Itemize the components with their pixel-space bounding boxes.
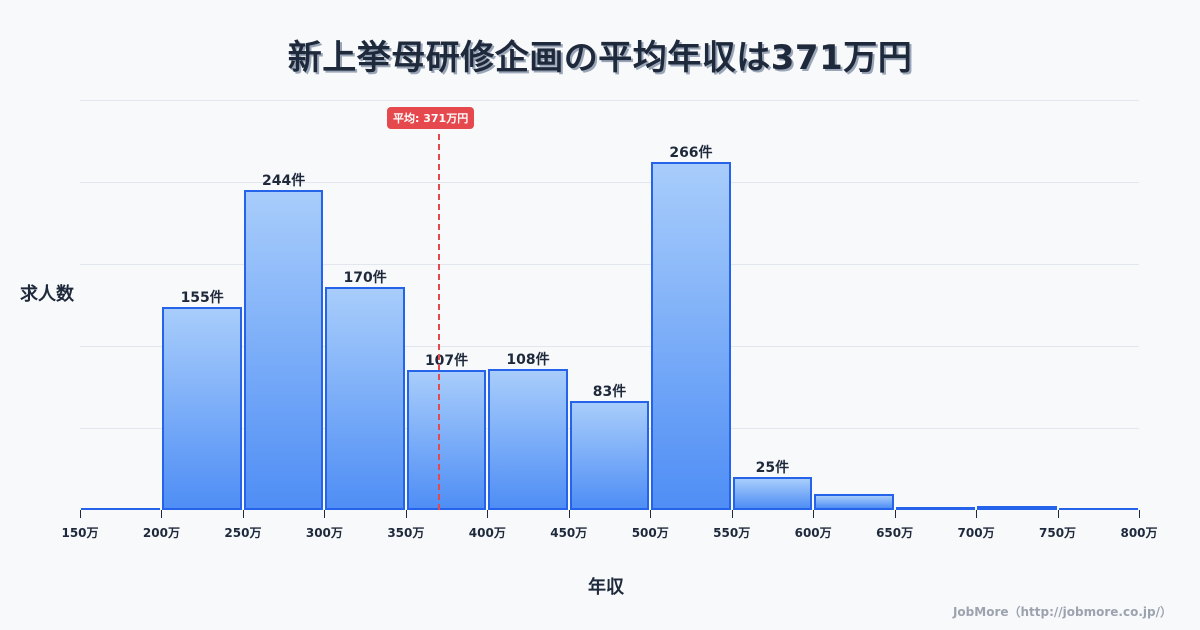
bar-value-label: 170件 <box>343 270 387 287</box>
bar-value-label: 266件 <box>669 144 713 161</box>
chart-title: 新上挙母研修企画の平均年収は371万円 <box>287 38 913 78</box>
bar-value-label: 25件 <box>755 460 790 477</box>
gridline <box>80 264 1139 265</box>
x-tick <box>976 510 978 518</box>
x-tick-label: 650万 <box>876 526 914 540</box>
plot-area: 155件 244件 170件 107件 108件 83件 266件 25件 <box>80 100 1139 510</box>
x-tick-label: 550万 <box>713 526 751 540</box>
x-tick-label: 150万 <box>61 526 99 540</box>
x-tick-label: 250万 <box>224 526 262 540</box>
histogram-bar <box>651 161 731 510</box>
histogram-bar <box>977 506 1057 510</box>
x-tick-label: 750万 <box>1039 526 1077 540</box>
x-tick <box>80 510 81 518</box>
histogram-bar <box>162 306 242 510</box>
x-tick <box>161 510 163 518</box>
credit-text: JobMore（http://jobmore.co.jp/） <box>952 605 1172 619</box>
histogram-bar <box>1058 508 1138 510</box>
x-tick <box>242 510 244 518</box>
gridline <box>80 100 1139 101</box>
histogram-bar <box>732 477 813 510</box>
x-tick <box>813 510 815 518</box>
x-tick-label: 500万 <box>631 526 669 540</box>
x-tick <box>650 510 652 518</box>
x-tick-label: 600万 <box>794 526 832 540</box>
x-tick <box>894 510 896 518</box>
gridline <box>80 346 1139 347</box>
bar-value-label: 108件 <box>506 351 550 368</box>
x-tick-label: 800万 <box>1120 526 1158 540</box>
average-badge: 平均: 371万円 <box>387 107 475 129</box>
x-tick <box>1139 510 1140 518</box>
x-tick <box>1057 510 1059 518</box>
x-tick <box>405 510 407 518</box>
x-tick <box>731 510 733 518</box>
histogram-bar <box>243 190 324 510</box>
bar-value-label: 155件 <box>180 289 224 306</box>
x-tick <box>568 510 570 518</box>
x-tick-label: 400万 <box>468 526 506 540</box>
histogram-bar <box>488 368 568 510</box>
histogram-bar <box>325 287 405 510</box>
bar-value-label: 244件 <box>262 173 306 190</box>
x-tick-label: 450万 <box>550 526 588 540</box>
y-axis-label: 求人数 <box>20 284 74 305</box>
x-tick <box>324 510 326 518</box>
bar-value-label: 107件 <box>424 352 469 369</box>
average-line <box>438 134 440 510</box>
x-tick-label: 700万 <box>957 526 995 540</box>
bar-value-label: 83件 <box>592 384 627 401</box>
histogram-bar <box>569 401 650 510</box>
histogram-bar <box>81 508 161 510</box>
x-tick-label: 200万 <box>142 526 180 540</box>
histogram-bar <box>895 507 976 510</box>
histogram-bar <box>406 369 487 510</box>
histogram-bar <box>814 494 894 510</box>
x-tick-label: 300万 <box>305 526 343 540</box>
x-axis-label: 年収 <box>588 577 624 598</box>
x-tick-label: 350万 <box>387 526 425 540</box>
x-tick <box>487 510 489 518</box>
gridline <box>80 182 1139 183</box>
